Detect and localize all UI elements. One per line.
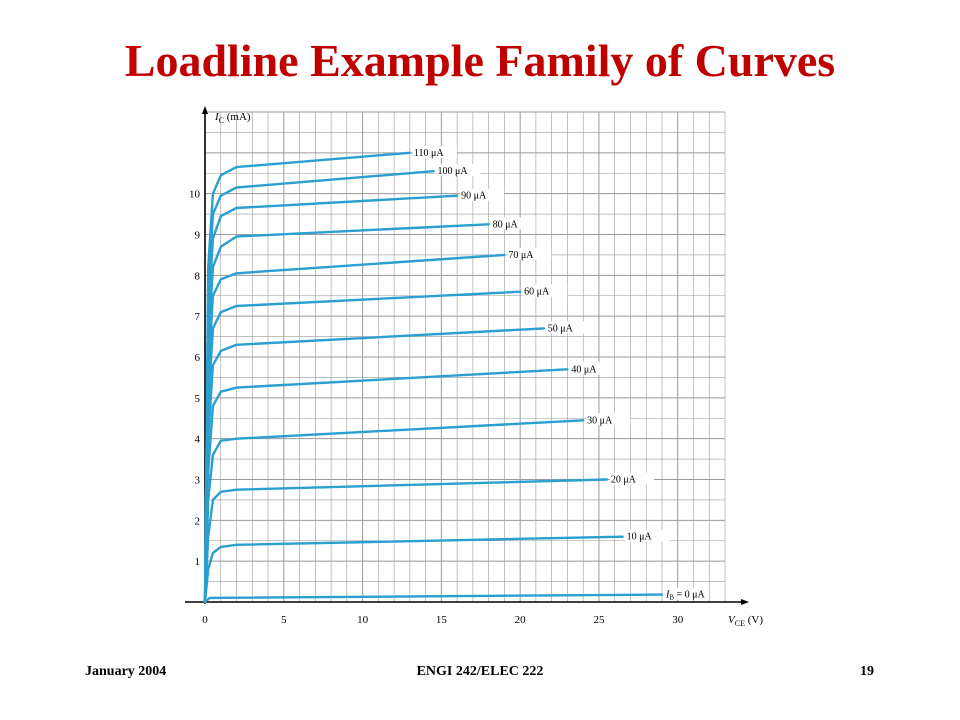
series-line — [203, 253, 506, 604]
x-tick-label: 15 — [436, 614, 448, 626]
y-axis-title: IC (mA) — [214, 111, 251, 125]
footer-page-number: 19 — [860, 664, 874, 679]
series-label-background — [491, 217, 536, 230]
series-label-background — [546, 321, 591, 334]
series-label: 80 μA — [493, 219, 519, 230]
x-axis-arrow — [741, 599, 749, 605]
series-label-background — [586, 413, 631, 426]
series-label: 70 μA — [508, 250, 534, 261]
series-line — [203, 151, 412, 604]
y-axis-arrow — [202, 106, 208, 114]
x-tick-label: 30 — [672, 614, 684, 626]
y-tick-label: 6 — [195, 352, 201, 364]
series-label: 110 μA — [414, 148, 444, 159]
series-label: 20 μA — [611, 475, 637, 486]
y-tick-label: 9 — [195, 230, 201, 242]
series-label-background — [507, 247, 552, 260]
series-line — [203, 535, 624, 604]
y-tick-label: 4 — [195, 434, 201, 446]
collector-characteristics-chart: 0 5 10 15 20 25 30 1 2 3 4 5 6 7 8 9 10 IC (mA) VCE (V) IB … — [185, 106, 763, 628]
x-tick-label: 5 — [281, 614, 287, 626]
series-label-background — [460, 188, 505, 201]
series-label: 50 μA — [548, 323, 574, 334]
footer-course: ENGI 242/ELEC 222 — [416, 664, 544, 679]
series-label: 100 μA — [437, 166, 468, 177]
series-label: 30 μA — [587, 415, 613, 426]
y-tick-label: 5 — [195, 393, 201, 405]
x-tick-label: 20 — [515, 614, 527, 626]
series-label-background — [412, 145, 457, 158]
y-tick-label: 8 — [195, 270, 201, 282]
y-tick-label: 3 — [195, 475, 201, 487]
series-label: IB = 0 μA — [665, 590, 706, 602]
series-label: 10 μA — [627, 532, 653, 543]
series-label-background — [609, 472, 654, 485]
y-tick-label: 2 — [195, 515, 201, 527]
x-tick-label: 25 — [593, 614, 605, 626]
slide-title: Loadline Example Family of Curves — [124, 35, 836, 86]
series-label-background — [523, 284, 568, 297]
series-label-background — [625, 529, 670, 542]
series-label-background — [436, 164, 481, 177]
x-axis-title: VCE (V) — [728, 614, 763, 628]
x-tick-label: 0 — [202, 614, 208, 626]
y-tick-label: 1 — [195, 556, 201, 568]
series-label: 90 μA — [461, 191, 487, 202]
y-tick-label: 10 — [189, 189, 201, 201]
series-line — [203, 593, 664, 604]
x-tick-label: 10 — [357, 614, 369, 626]
series-label: 60 μA — [524, 287, 550, 298]
footer-date: January 2004 — [85, 664, 167, 679]
series-label-background — [570, 362, 615, 375]
y-tick-label: 7 — [195, 311, 201, 323]
grid — [204, 111, 726, 603]
series-label-background — [664, 587, 709, 600]
series-label: 40 μA — [571, 364, 597, 375]
